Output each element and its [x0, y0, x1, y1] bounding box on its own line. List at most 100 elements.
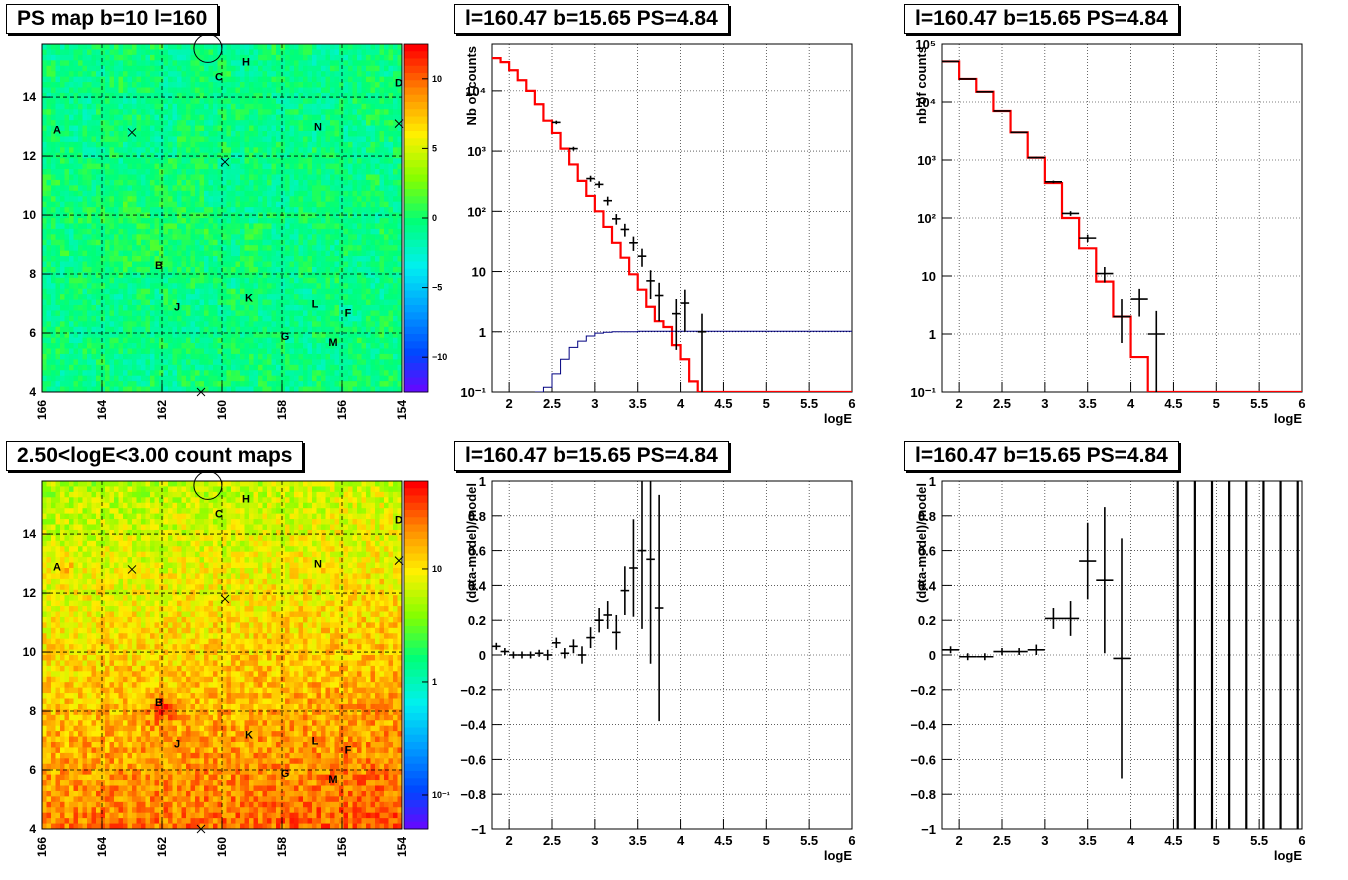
- x-tick-label: 158: [275, 837, 289, 857]
- data-point: [646, 270, 655, 299]
- data-point: [569, 639, 578, 653]
- colorbar-segment: [404, 341, 428, 349]
- colorbar-segment: [404, 305, 428, 313]
- colorbar-segment: [404, 749, 428, 757]
- y-tick-label: 4: [29, 822, 36, 836]
- colorbar-segment: [404, 633, 428, 641]
- y-tick-label: 0.2: [918, 613, 936, 628]
- x-axis-label: logE: [1274, 411, 1302, 426]
- data-point: [638, 249, 647, 267]
- x-tick-label: 6: [848, 833, 855, 848]
- x-tick-label: 3.5: [1079, 833, 1097, 848]
- colorbar-segment: [404, 546, 428, 554]
- data-point: [621, 566, 630, 615]
- colorbar-segment: [404, 735, 428, 743]
- x-tick-label: 5.5: [800, 833, 818, 848]
- y-tick-label: −1: [471, 822, 486, 837]
- data-point: [1113, 538, 1130, 778]
- x-tick-label: 164: [95, 400, 109, 420]
- y-tick-label: −0.4: [910, 718, 936, 733]
- x-tick-label: 2: [956, 833, 963, 848]
- colorbar-segment: [404, 517, 428, 525]
- source-label: D: [395, 77, 403, 89]
- colorbar-segment: [404, 662, 428, 670]
- colorbar-segment: [404, 124, 428, 132]
- y-tick-label: 0.2: [468, 613, 486, 628]
- source-label: D: [395, 514, 403, 526]
- y-tick-label: −0.2: [910, 683, 936, 698]
- colorbar-tick-label: −5: [432, 283, 442, 293]
- data-point: [603, 197, 612, 206]
- x-tick-label: 6: [1298, 396, 1305, 411]
- data-point: [1045, 608, 1062, 629]
- colorbar-segment: [404, 583, 428, 591]
- x-tick-label: 5: [1213, 396, 1220, 411]
- data-point: [621, 224, 630, 237]
- x-tick-label: 2.5: [543, 396, 561, 411]
- y-tick-label: 10²: [917, 211, 936, 226]
- colorbar-segment: [404, 66, 428, 74]
- data-point: [586, 627, 595, 648]
- colorbar-segment: [404, 247, 428, 255]
- data-point: [681, 290, 690, 332]
- x-tick-label: 162: [155, 400, 169, 420]
- colorbar-segment: [404, 503, 428, 511]
- colorbar-segment: [404, 117, 428, 125]
- data-point: [569, 147, 578, 151]
- data-point: [1011, 648, 1028, 655]
- x-tick-label: 166: [35, 400, 49, 420]
- colorbar-segment: [404, 510, 428, 518]
- colorbar-segment: [404, 320, 428, 328]
- y-axis-label: (data-model)/model: [464, 483, 479, 603]
- data-point: [638, 472, 647, 629]
- colorbar-segment: [404, 677, 428, 685]
- source-label: C: [215, 508, 223, 520]
- y-tick-label: 14: [23, 527, 37, 541]
- x-tick-label: 5: [1213, 833, 1220, 848]
- y-tick-label: −1: [921, 822, 936, 837]
- colorbar-tick-label: 10: [432, 564, 442, 574]
- colorbar-segment: [404, 670, 428, 678]
- y-tick-label: 10: [23, 208, 37, 222]
- x-tick-label: 5: [763, 396, 770, 411]
- data-point: [942, 646, 959, 653]
- x-tick-label: 6: [1298, 833, 1305, 848]
- data-point: [1011, 132, 1028, 133]
- x-tick-label: 4.5: [1164, 833, 1182, 848]
- data-point: [698, 314, 707, 410]
- y-tick-label: 10: [472, 265, 486, 280]
- x-tick-label: 162: [155, 837, 169, 857]
- source-label: G: [281, 768, 290, 780]
- x-tick-label: 6: [848, 396, 855, 411]
- y-tick-label: 10³: [917, 153, 936, 168]
- colorbar-segment: [404, 532, 428, 540]
- source-label: G: [281, 331, 290, 343]
- colorbar-segment: [404, 80, 428, 88]
- data-point: [501, 648, 510, 655]
- panel-title-residual-2: l=160.47 b=15.65 PS=4.84: [904, 441, 1179, 471]
- colorbar-segment: [404, 334, 428, 342]
- colorbar-segment: [404, 88, 428, 96]
- colorbar-segment: [404, 233, 428, 241]
- y-tick-label: 10⁻¹: [460, 385, 486, 400]
- colorbar-segment: [404, 131, 428, 139]
- x-tick-label: 3: [1041, 396, 1048, 411]
- colorbar-segment: [404, 153, 428, 161]
- colorbar-segment: [404, 786, 428, 794]
- source-label: B: [155, 697, 163, 709]
- source-label: N: [314, 559, 322, 571]
- colorbar-segment: [404, 254, 428, 262]
- source-label: J: [174, 738, 180, 750]
- colorbar-segment: [404, 764, 428, 772]
- colorbar-segment: [404, 742, 428, 750]
- data-point: [993, 111, 1010, 112]
- colorbar-segment: [404, 590, 428, 598]
- colorbar-segment: [404, 109, 428, 117]
- plot-series: [492, 455, 663, 721]
- x-tick-label: 160: [215, 400, 229, 420]
- x-tick-label: 4.5: [714, 396, 732, 411]
